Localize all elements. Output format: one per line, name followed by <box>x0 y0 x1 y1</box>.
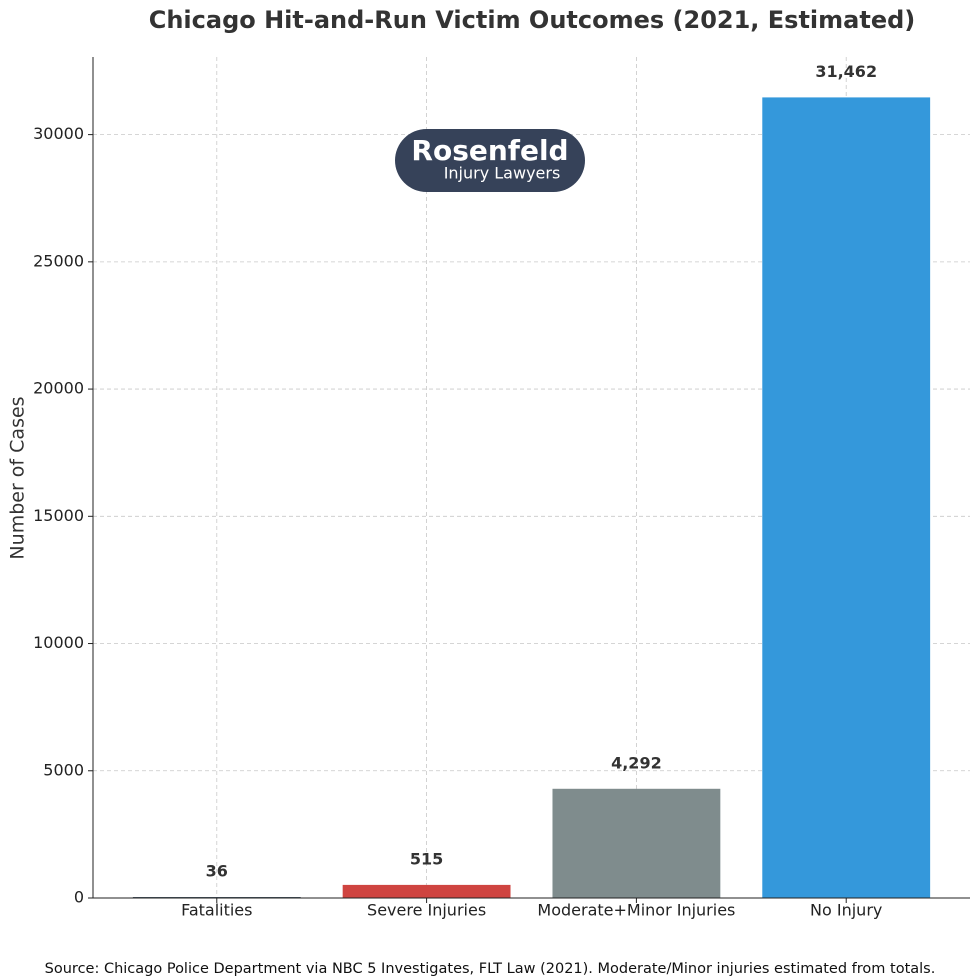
x-tick-label: Severe Injuries <box>367 901 486 920</box>
y-tick-label: 20000 <box>33 379 84 398</box>
y-tick-label: 15000 <box>33 506 84 525</box>
x-tick-label: Moderate+Minor Injuries <box>537 901 735 920</box>
logo: Rosenfeld Injury Lawyers <box>395 129 585 192</box>
value-label: 36 <box>206 862 228 881</box>
x-tick-label: Fatalities <box>181 901 252 920</box>
y-tick-label: 5000 <box>43 760 84 779</box>
logo-subtitle: Injury Lawyers <box>444 164 561 183</box>
source-note: Source: Chicago Police Department via NB… <box>45 961 936 977</box>
bar <box>762 97 931 899</box>
plot-area: 0 5000 10000 15000 20000 25000 30000 36 Fataliti… <box>33 57 970 920</box>
y-tick-label: 0 <box>74 888 84 907</box>
y-tick-label: 30000 <box>33 124 84 143</box>
y-axis-label: Number of Cases <box>7 396 29 559</box>
bar <box>342 884 511 898</box>
value-label: 31,462 <box>815 62 877 81</box>
logo-name: Rosenfeld <box>411 134 568 167</box>
x-tick-label: No Injury <box>810 901 882 920</box>
value-label: 515 <box>410 849 443 868</box>
y-tick-label: 10000 <box>33 633 84 652</box>
logo-badge <box>395 129 585 192</box>
chart-title: Chicago Hit-and-Run Victim Outcomes (202… <box>149 6 916 34</box>
bar <box>552 788 721 898</box>
y-tick-label: 25000 <box>33 251 84 270</box>
value-label: 4,292 <box>611 753 662 772</box>
